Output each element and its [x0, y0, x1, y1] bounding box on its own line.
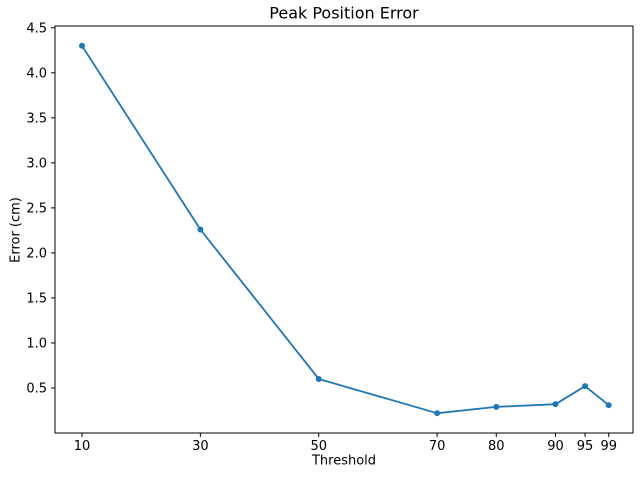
data-point: [582, 383, 589, 390]
y-tick-label: 4.5: [26, 21, 47, 36]
chart-title: Peak Position Error: [269, 3, 419, 23]
data-point: [434, 410, 441, 417]
y-tick-label: 3.0: [26, 156, 47, 171]
y-tick-label: 3.5: [26, 111, 47, 126]
data-point: [197, 226, 204, 233]
x-axis-label: Threshold: [311, 453, 377, 469]
data-point: [605, 402, 612, 409]
x-tick-label: 99: [600, 439, 617, 454]
x-tick-label: 90: [547, 439, 564, 454]
data-point: [315, 375, 322, 382]
x-tick-label: 95: [577, 439, 594, 454]
y-tick-label: 0.5: [26, 381, 47, 396]
data-point: [493, 403, 500, 410]
y-tick-label: 2.0: [26, 246, 47, 261]
axes-spines: [54, 25, 634, 434]
y-tick-label: 1.0: [26, 336, 47, 351]
y-tick-label: 2.5: [26, 201, 47, 216]
x-tick-label: 70: [429, 439, 446, 454]
y-tick-label: 4.0: [26, 66, 47, 81]
x-tick-label: 10: [74, 439, 91, 454]
x-tick-label: 80: [488, 439, 505, 454]
x-tick-label: 50: [310, 439, 327, 454]
x-tick-label: 30: [192, 439, 209, 454]
data-line: [81, 44, 610, 415]
data-point: [78, 42, 85, 49]
y-tick-label: 1.5: [26, 291, 47, 306]
data-point: [552, 401, 559, 408]
